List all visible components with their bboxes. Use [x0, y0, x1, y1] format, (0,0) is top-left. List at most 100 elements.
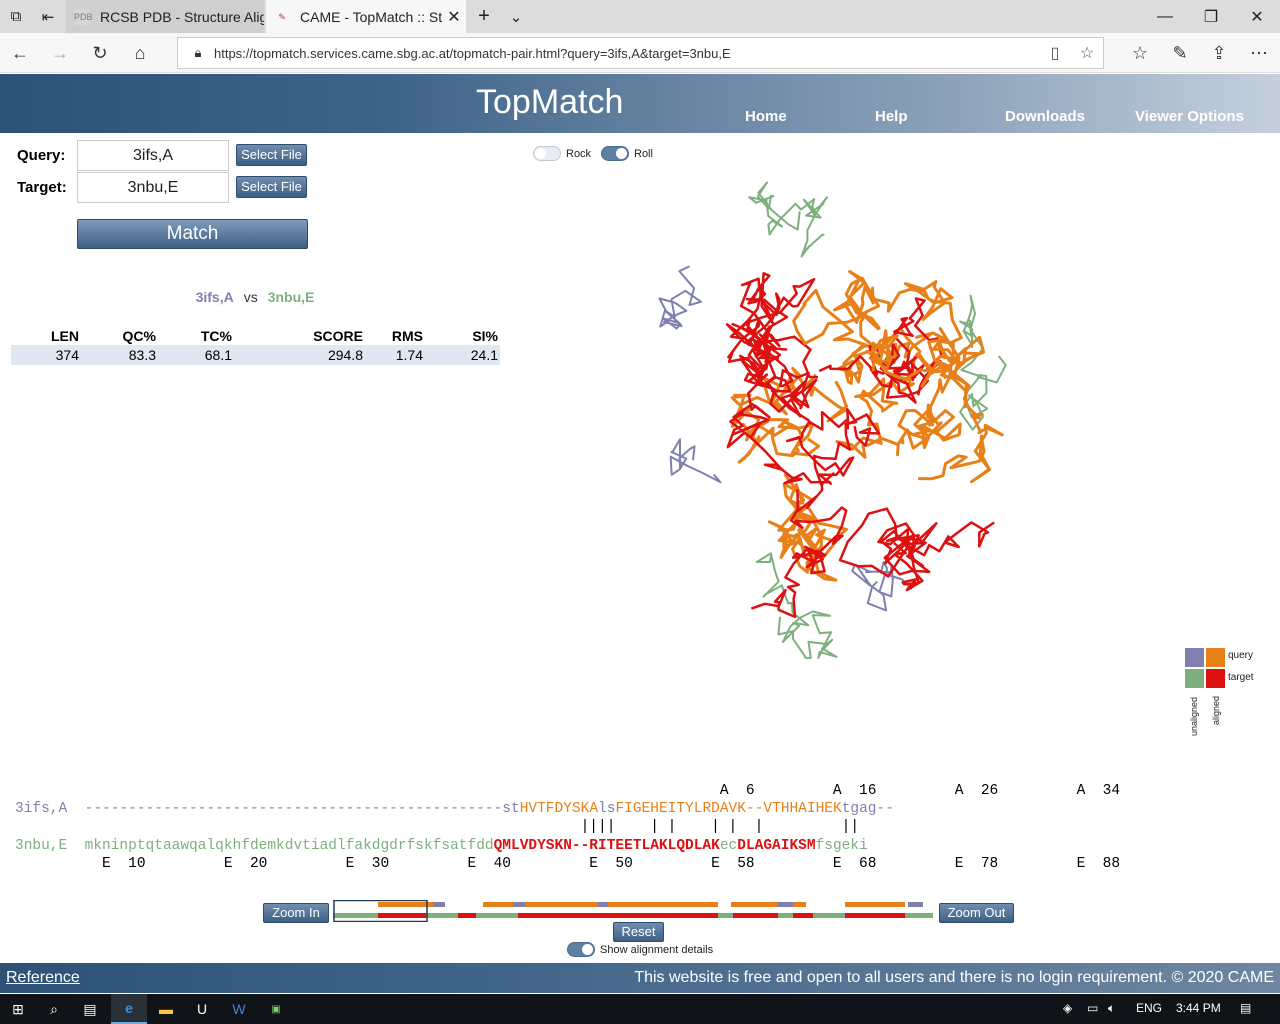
word-icon[interactable]: W [232, 1001, 246, 1017]
refresh-icon[interactable]: ↻ [92, 42, 108, 63]
restore-icon[interactable]: ❐ [1203, 8, 1219, 26]
rock-switch[interactable] [533, 146, 561, 161]
share-icon[interactable]: ⇪ [1211, 42, 1227, 63]
volume-muted-icon[interactable]: 🔈︎ [1108, 1001, 1116, 1015]
task-view-icon[interactable]: ▤ [83, 1000, 97, 1017]
show-details-label: Show alignment details [600, 943, 714, 956]
notifications-icon[interactable]: ▤ [1240, 1001, 1252, 1015]
roll-toggle[interactable]: Roll [601, 146, 653, 161]
forward-icon[interactable]: → [51, 42, 69, 63]
chevron-down-icon[interactable]: ⌄ [509, 8, 523, 26]
comparison-title: 3ifs,A vs 3nbu,E [0, 289, 510, 305]
roll-switch[interactable] [601, 146, 629, 161]
more-icon[interactable]: ⋯ [1250, 42, 1268, 63]
query-seq-segment: FIGEHEITYLRDAVK--VTHHAIHEK [615, 801, 842, 817]
nav-downloads[interactable]: Downloads [1005, 108, 1086, 125]
clock[interactable]: 3:44 PM [1176, 1001, 1221, 1015]
zoom-in-button[interactable]: Zoom In [263, 903, 329, 923]
new-tab-icon[interactable]: + [478, 5, 490, 27]
overview-viewport-window[interactable] [333, 900, 428, 922]
browser-tab-bar: ⧉ ⇤ PDB RCSB PDB - Structure Alignm ✎ CA… [0, 0, 1280, 33]
target-select-file-button[interactable]: Select File [236, 176, 307, 198]
target-unaligned-chain [748, 181, 828, 258]
stats-row[interactable]: 374 83.3 68.1 294.8 1.74 24.1 [11, 345, 500, 365]
query-seq-segment: ----------------------------------------… [84, 801, 520, 817]
reading-view-icon[interactable]: ▯ [1050, 45, 1060, 62]
close-window-icon[interactable]: ✕ [1250, 8, 1264, 26]
overview-query-unaligned [778, 902, 793, 907]
stat-header-rms: RMS [391, 327, 423, 344]
stat-header-tc: TC% [200, 327, 232, 344]
target-aligned-chain [838, 507, 995, 592]
rock-toggle[interactable]: Rock [533, 146, 591, 161]
language-indicator[interactable]: ENG [1136, 1001, 1163, 1015]
tab-rcsb[interactable]: PDB RCSB PDB - Structure Alignm [66, 0, 264, 33]
back-icon[interactable]: ← [11, 42, 29, 63]
nav-viewer-options[interactable]: Viewer Options [1135, 108, 1244, 125]
query-unaligned-chain [669, 438, 722, 484]
structure-viewer[interactable] [600, 160, 1120, 720]
reset-button[interactable]: Reset [613, 922, 664, 942]
stat-qc: 83.3 [81, 345, 158, 365]
overview-query-aligned [428, 902, 433, 907]
tab-topmatch[interactable]: ✎ CAME - TopMatch :: Stru ✕ [266, 0, 466, 33]
legend-aligned-label: aligned [1211, 695, 1221, 725]
target-aligned-chain [739, 292, 819, 418]
show-details-switch[interactable] [567, 942, 595, 957]
query-seq-segment: HVTFDYSKA [519, 801, 599, 817]
notes-pen-icon[interactable]: ✎ [1172, 42, 1188, 63]
color-legend: query target unaligned aligned [1184, 648, 1274, 738]
favorite-star-icon[interactable]: ☆ [1079, 45, 1095, 62]
target-seq-segment: ec [719, 838, 738, 854]
alignment-match-line: |||| | | | | | || [15, 819, 860, 835]
terminal-icon[interactable]: ▣ [271, 1003, 281, 1015]
browser-nav-bar: ← → ↻ ⌂ 🔒︎ https://topmatch.services.cam… [0, 33, 1280, 73]
nav-home[interactable]: Home [745, 108, 787, 125]
target-seq-segment: mkninptqtaawqalqkhfdemkdvtiadlfakdgdrfsk… [84, 838, 494, 854]
alignment-overview[interactable] [333, 900, 933, 922]
windows-start-icon[interactable]: ⊞ [12, 1000, 24, 1017]
legend-target-aligned [1206, 669, 1225, 688]
close-tab-icon[interactable]: ✕ [447, 8, 461, 26]
overview-query-aligned [731, 902, 806, 907]
comparison-target[interactable]: 3nbu,E [267, 289, 315, 305]
reference-link[interactable]: Reference [6, 969, 80, 986]
file-explorer-icon[interactable]: ▬ [159, 1001, 173, 1017]
defender-icon[interactable]: ◈ [1063, 1001, 1073, 1015]
overview-query-unaligned [513, 902, 525, 907]
target-aligned-chain [818, 297, 943, 404]
network-icon[interactable]: ▭ [1087, 1001, 1099, 1015]
stats-table: LEN QC% TC% SCORE RMS SI% 374 83.3 68.1 … [11, 326, 500, 365]
query-seq-segment: tgag-- [841, 801, 894, 817]
match-button[interactable]: Match [77, 219, 308, 249]
overview-query-unaligned [598, 902, 608, 907]
query-seq-label: 3ifs,A [15, 801, 68, 817]
home-icon[interactable]: ⌂ [134, 42, 146, 63]
show-details-toggle[interactable]: Show alignment details [567, 942, 713, 957]
query-aligned-chain [767, 473, 848, 582]
search-icon[interactable]: ⌕ [50, 1000, 58, 1017]
legend-query-aligned [1206, 648, 1225, 667]
target-unaligned-chain [755, 552, 838, 659]
query-input[interactable]: 3ifs,A [77, 140, 229, 171]
comparison-query[interactable]: 3ifs,A [195, 289, 234, 305]
target-input[interactable]: 3nbu,E [77, 172, 229, 203]
set-tabs-aside-icon[interactable]: ⇤ [41, 8, 55, 26]
query-select-file-button[interactable]: Select File [236, 144, 307, 166]
tab-actions-icon[interactable]: ⧉ [10, 8, 22, 25]
address-bar[interactable]: 🔒︎ https://topmatch.services.came.sbg.ac… [177, 37, 1104, 69]
edge-browser-icon[interactable]: e [111, 994, 147, 1024]
app-u-icon[interactable]: U [196, 1001, 208, 1017]
site-title: TopMatch [476, 83, 624, 121]
overview-target-aligned [378, 913, 426, 918]
nav-help[interactable]: Help [875, 108, 908, 125]
query-unaligned-chain [851, 561, 913, 612]
overview-target-aligned [845, 913, 905, 918]
favorites-list-icon[interactable]: ☆ [1131, 42, 1149, 63]
legend-target-unaligned [1185, 669, 1204, 688]
query-seq-segment: ls [598, 801, 616, 817]
stat-header-qc: QC% [122, 327, 156, 344]
stat-header-score: SCORE [313, 327, 363, 344]
zoom-out-button[interactable]: Zoom Out [939, 903, 1014, 923]
minimize-icon[interactable]: — [1157, 7, 1173, 25]
